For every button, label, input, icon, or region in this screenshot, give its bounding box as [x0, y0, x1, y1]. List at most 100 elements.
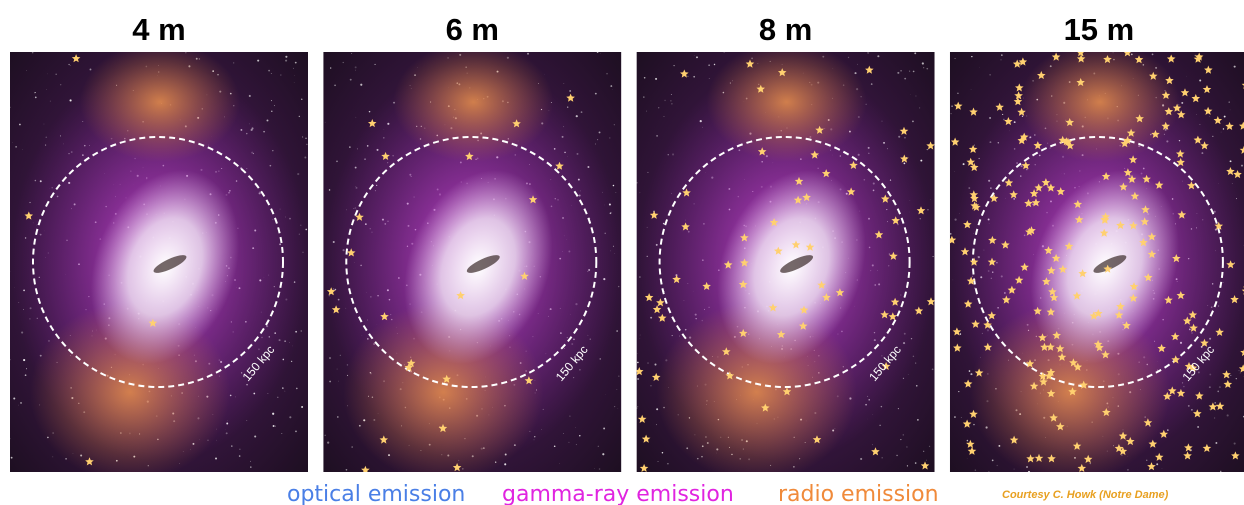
bg-star	[22, 149, 23, 150]
bg-star	[257, 60, 259, 62]
bg-star	[974, 145, 975, 146]
bg-star	[877, 55, 879, 57]
bg-star	[26, 70, 27, 71]
bg-star	[70, 65, 71, 66]
bg-star	[909, 71, 910, 72]
bg-star	[872, 444, 873, 445]
bg-star	[239, 455, 241, 457]
bg-star	[907, 465, 908, 466]
legend-label: radio emission	[778, 482, 939, 505]
bg-star	[658, 461, 659, 462]
bg-star	[967, 440, 969, 442]
bg-star	[926, 68, 928, 70]
bg-star	[273, 425, 275, 427]
bg-star	[1162, 468, 1163, 469]
bg-star	[963, 163, 965, 165]
bg-star	[610, 85, 612, 87]
bg-star	[554, 445, 556, 447]
bg-star	[271, 111, 272, 112]
bg-star	[299, 116, 300, 117]
bg-star	[576, 444, 577, 445]
bg-star	[504, 463, 506, 465]
bg-star	[563, 433, 564, 434]
legend-label: gamma-ray emission	[502, 482, 734, 505]
bg-star	[250, 466, 251, 467]
bg-star	[656, 408, 658, 410]
bg-star	[35, 92, 36, 93]
legend-label: optical emission	[287, 482, 465, 505]
bg-star	[599, 131, 601, 133]
bg-star	[989, 117, 991, 119]
bg-star	[10, 438, 11, 439]
bg-star	[714, 64, 715, 65]
bg-star	[53, 457, 54, 458]
credit: Courtesy C. Howk (Notre Dame)	[1002, 489, 1169, 501]
bg-star	[294, 82, 295, 83]
bg-star	[912, 120, 914, 122]
bg-star	[302, 137, 303, 138]
bg-star	[90, 69, 92, 71]
bg-star	[857, 64, 858, 65]
bg-star	[1156, 463, 1158, 465]
bg-star	[687, 76, 688, 77]
bg-star	[329, 357, 331, 359]
bg-star	[880, 425, 881, 426]
bg-star	[597, 139, 598, 140]
bg-star	[60, 84, 61, 85]
bg-star	[896, 455, 897, 456]
bg-star	[369, 111, 371, 113]
bg-star	[598, 446, 599, 447]
bg-star	[898, 408, 899, 409]
bg-star	[15, 146, 16, 147]
bg-star	[616, 192, 617, 193]
bg-star	[989, 74, 991, 76]
bg-star	[285, 391, 286, 392]
bg-star	[355, 66, 357, 68]
panel-image: 150 kpc	[10, 42, 310, 482]
bg-star	[277, 397, 278, 398]
bg-star	[337, 416, 339, 418]
bg-star	[351, 446, 353, 448]
bg-star	[1001, 59, 1002, 60]
bg-star	[34, 97, 35, 98]
bg-star	[350, 79, 352, 81]
bg-star	[655, 78, 657, 80]
bg-star	[337, 369, 338, 370]
panel-image: 150 kpc	[948, 42, 1244, 482]
bg-star	[654, 364, 656, 366]
bg-star	[343, 62, 344, 63]
bg-star	[305, 138, 307, 140]
bg-star	[647, 172, 648, 173]
bg-star	[603, 428, 605, 430]
bg-star	[1241, 165, 1243, 167]
bg-star	[563, 83, 564, 84]
bg-star	[662, 452, 663, 453]
bg-star	[606, 73, 608, 75]
bg-star	[569, 416, 570, 417]
bg-star	[297, 173, 299, 175]
bg-star	[906, 446, 907, 447]
bg-star	[1127, 469, 1128, 470]
bg-star	[708, 64, 710, 66]
bg-star	[569, 90, 571, 92]
bg-star	[351, 53, 352, 54]
bg-star	[1229, 101, 1230, 102]
bg-star	[920, 160, 922, 162]
bg-star	[664, 116, 665, 117]
bg-star	[617, 389, 618, 390]
bg-star	[595, 93, 597, 95]
bg-star	[914, 52, 916, 54]
bg-star	[950, 113, 951, 114]
bg-star	[640, 193, 641, 194]
bg-star	[614, 406, 615, 407]
bg-star	[338, 381, 339, 382]
bg-star	[910, 94, 911, 95]
bg-star	[569, 442, 570, 443]
bg-star	[997, 465, 998, 466]
radio-lobe	[1020, 42, 1180, 162]
bg-star	[35, 97, 37, 99]
bg-star	[958, 391, 959, 392]
bg-star	[1230, 160, 1232, 162]
bg-star	[951, 105, 952, 106]
bg-star	[1146, 460, 1147, 461]
